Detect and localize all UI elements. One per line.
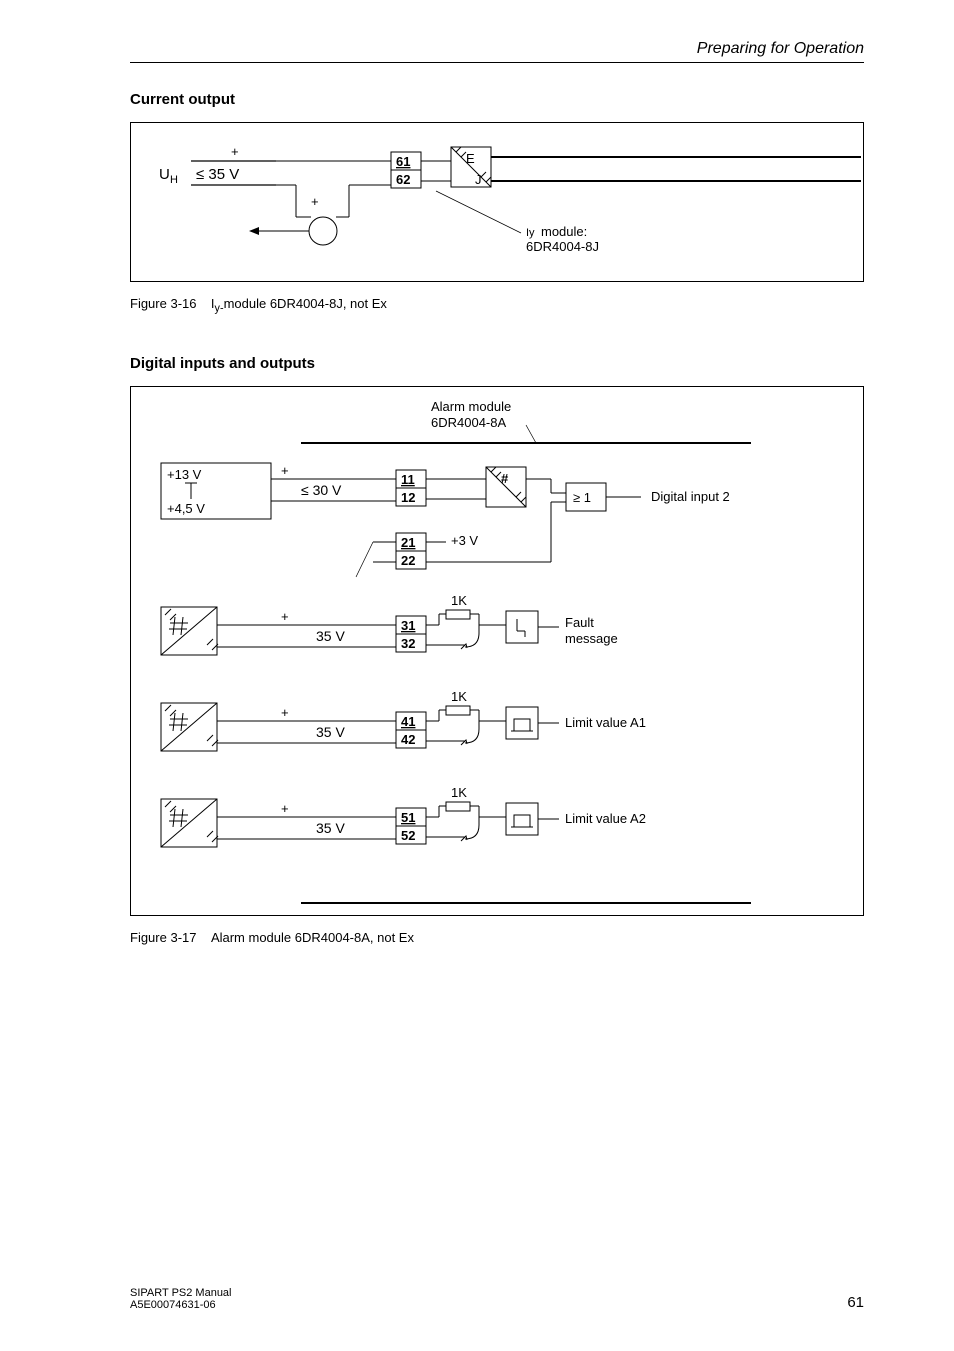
alarm-module-line1: Alarm module: [431, 399, 511, 414]
iy-sub: Iy: [526, 227, 535, 239]
svg-text:message: message: [565, 631, 618, 646]
svg-text:41: 41: [401, 714, 415, 729]
page-number: 61: [847, 1294, 864, 1311]
di-value: ≤ 30 V: [301, 482, 342, 498]
svg-text:1K: 1K: [451, 785, 467, 800]
term-11: 11: [401, 472, 415, 487]
chapter-header: Preparing for Operation: [130, 40, 864, 63]
module-text: module:: [541, 224, 587, 239]
svg-text:35 V: 35 V: [316, 628, 345, 644]
term-61: 61: [396, 154, 410, 169]
alarm-module-line2: 6DR4004-8A: [431, 415, 506, 430]
row-a2: + 35 V 51 52 1K: [161, 785, 646, 847]
uh-value: ≤ 35 V: [196, 166, 239, 183]
svg-text:1K: 1K: [451, 689, 467, 704]
svg-text:52: 52: [401, 828, 415, 843]
term-22: 22: [401, 553, 415, 568]
svg-text:+: +: [281, 705, 289, 720]
svg-text:1K: 1K: [451, 593, 467, 608]
di-gate: ≥ 1: [573, 490, 591, 505]
figure-3-17-caption: Figure 3-17 Alarm module 6DR4004-8A, not…: [130, 930, 864, 945]
row-a1: + 35 V 41 42 1K: [161, 689, 646, 751]
svg-text:Fault: Fault: [565, 615, 594, 630]
footer-line2: A5E00074631-06: [130, 1299, 232, 1311]
uh-sub: H: [170, 174, 178, 186]
svg-text:42: 42: [401, 732, 415, 747]
term-12: 12: [401, 490, 415, 505]
svg-text:+: +: [281, 801, 289, 816]
svg-text:51: 51: [401, 810, 415, 825]
svg-text:Limit value A1: Limit value A1: [565, 715, 646, 730]
di-top-v: +13 V: [167, 467, 202, 482]
meter-plus: +: [311, 194, 319, 209]
term-62: 62: [396, 172, 410, 187]
di-bot-v: +4,5 V: [167, 501, 205, 516]
di-plus: +: [281, 463, 289, 478]
uh-plus: +: [231, 144, 239, 159]
di-out: Digital input 2: [651, 489, 730, 504]
section2-title: Digital inputs and outputs: [130, 355, 864, 372]
row-fault: + 35 V 31 32 1K: [161, 593, 618, 655]
svg-text:32: 32: [401, 636, 415, 651]
figure-3-16-caption: Figure 3-16 Iy-module 6DR4004-8J, not Ex: [130, 296, 864, 315]
di-3v: +3 V: [451, 533, 478, 548]
term-21: 21: [401, 535, 415, 550]
svg-text:+: +: [281, 609, 289, 624]
svg-text:35 V: 35 V: [316, 724, 345, 740]
module-id: 6DR4004-8J: [526, 239, 599, 254]
figure-3-16-diagram: U H + ≤ 35 V + 61 62: [130, 122, 864, 282]
page-footer: SIPART PS2 Manual A5E00074631-06 61: [130, 1287, 864, 1311]
chapter-title: Preparing for Operation: [697, 40, 864, 57]
figure-3-17-diagram: Alarm module 6DR4004-8A +13 V +4,5 V + ≤…: [130, 386, 864, 916]
svg-text:35 V: 35 V: [316, 820, 345, 836]
footer-line1: SIPART PS2 Manual: [130, 1287, 232, 1299]
opto-j: J: [475, 172, 482, 187]
section1-title: Current output: [130, 91, 864, 108]
svg-text:31: 31: [401, 618, 415, 633]
uh-label: U: [159, 166, 170, 183]
svg-text:Limit value A2: Limit value A2: [565, 811, 646, 826]
